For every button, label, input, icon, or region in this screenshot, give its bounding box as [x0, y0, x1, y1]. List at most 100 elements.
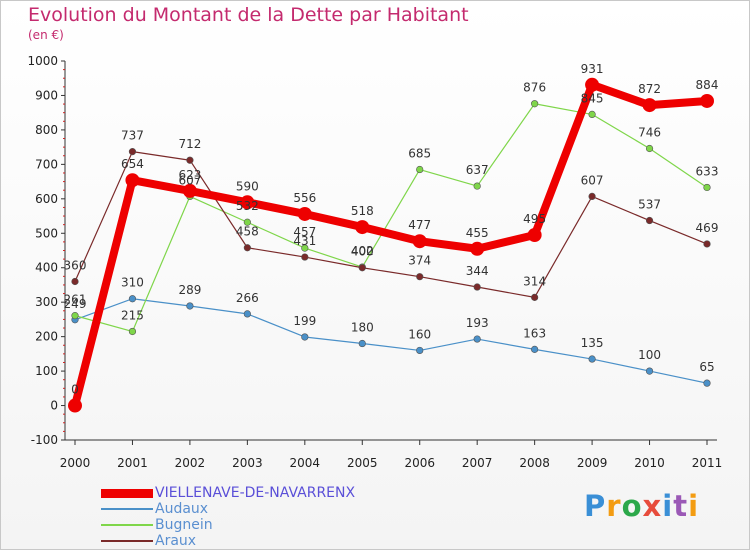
data-point — [297, 206, 312, 221]
data-label: 845 — [581, 91, 604, 105]
data-point — [416, 273, 424, 281]
legend-label: VIELLENAVE-DE-NAVARRENX — [155, 485, 356, 501]
proxiti-logo: Proxiti — [584, 489, 700, 523]
data-label: 518 — [351, 204, 374, 218]
legend-item: Audaux — [101, 501, 355, 517]
data-label: 876 — [523, 81, 546, 95]
y-tick-label: -100 — [31, 433, 58, 447]
data-point — [128, 148, 137, 156]
data-point — [128, 295, 137, 303]
y-tick-label: 200 — [35, 330, 58, 344]
legend-swatch — [101, 524, 153, 526]
data-point — [700, 93, 714, 108]
data-point — [588, 355, 596, 363]
legend-swatch — [101, 540, 153, 542]
x-tick-label: 2003 — [232, 456, 263, 470]
y-tick-label: 400 — [35, 261, 58, 275]
y-tick-label: 600 — [35, 192, 58, 206]
data-point — [527, 227, 542, 242]
data-point — [585, 77, 600, 92]
data-point — [186, 156, 194, 164]
legend-label: Audaux — [155, 501, 209, 517]
x-tick-label: 2001 — [117, 456, 148, 470]
data-label: 65 — [699, 360, 714, 374]
chart-axes: -100010020030040050060070080090010002000… — [27, 54, 722, 470]
data-point — [358, 339, 366, 348]
y-tick-label: 300 — [35, 295, 58, 309]
chart-series — [68, 77, 714, 413]
data-label: 477 — [408, 218, 431, 232]
data-label: 163 — [523, 326, 546, 340]
data-label: 289 — [178, 283, 201, 297]
data-point — [301, 244, 309, 252]
data-point — [531, 100, 539, 108]
data-label: 633 — [696, 164, 719, 178]
data-label: 374 — [408, 254, 431, 268]
data-label: 931 — [581, 62, 604, 76]
data-label: 310 — [121, 276, 144, 290]
data-label: 495 — [523, 212, 546, 226]
series-line-2 — [74, 103, 708, 333]
data-label: 637 — [466, 163, 489, 177]
chart-data-labels: 249 310 289 266 199 180 160 193 163 135 100 65 261 21… — [64, 62, 719, 397]
data-label: 193 — [466, 316, 489, 330]
data-label: 160 — [408, 327, 431, 341]
series-line-0 — [71, 80, 708, 407]
data-label: 215 — [121, 308, 144, 322]
data-label: 623 — [178, 168, 201, 182]
x-tick-label: 2011 — [692, 456, 723, 470]
legend-label: Bugnein — [155, 517, 213, 533]
chart-subtitle: (en €) — [28, 28, 64, 42]
data-point — [301, 333, 309, 341]
data-point — [125, 173, 140, 188]
data-label: 872 — [638, 82, 661, 96]
data-label: 199 — [293, 314, 316, 328]
data-point — [412, 234, 427, 249]
legend-item: Bugnein — [101, 517, 355, 533]
data-point — [71, 312, 79, 320]
x-tick-label: 2002 — [175, 456, 206, 470]
data-label: 590 — [236, 179, 259, 193]
data-label: 654 — [121, 157, 144, 171]
data-point — [645, 216, 654, 225]
data-point — [358, 264, 366, 272]
data-point — [416, 165, 424, 174]
x-tick-label: 2000 — [60, 456, 91, 470]
data-label: 100 — [638, 348, 661, 362]
y-tick-label: 900 — [35, 88, 58, 102]
data-label: 249 — [64, 297, 87, 311]
data-label: 360 — [64, 259, 87, 273]
data-label: 746 — [638, 126, 661, 140]
y-tick-label: 800 — [35, 123, 58, 137]
data-point — [642, 98, 657, 113]
data-point — [645, 367, 654, 375]
x-tick-label: 2004 — [290, 456, 321, 470]
legend-swatch — [101, 508, 153, 510]
x-tick-label: 2007 — [462, 456, 493, 470]
data-point — [128, 327, 137, 336]
data-label: 712 — [178, 137, 201, 151]
data-point — [182, 183, 197, 198]
data-point — [473, 335, 481, 343]
data-point — [703, 379, 711, 387]
data-point — [703, 240, 711, 248]
y-tick-label: 700 — [35, 157, 58, 171]
data-point — [531, 345, 539, 353]
data-point — [243, 310, 251, 318]
x-tick-label: 2010 — [634, 456, 665, 470]
legend-label: Araux — [155, 533, 197, 549]
data-point — [470, 241, 485, 256]
x-tick-label: 2005 — [347, 456, 378, 470]
data-label: 431 — [293, 234, 316, 248]
data-label: 537 — [638, 198, 661, 212]
legend-item: Araux — [101, 533, 355, 549]
data-point — [416, 346, 424, 355]
data-label: 607 — [178, 173, 201, 187]
data-label: 314 — [523, 274, 546, 288]
data-point — [243, 244, 251, 252]
chart-legend: VIELLENAVE-DE-NAVARRENX Audaux Bugnein Arau… — [101, 485, 355, 549]
data-label: 400 — [351, 245, 374, 259]
data-label: 457 — [293, 225, 316, 239]
data-point — [645, 144, 654, 153]
